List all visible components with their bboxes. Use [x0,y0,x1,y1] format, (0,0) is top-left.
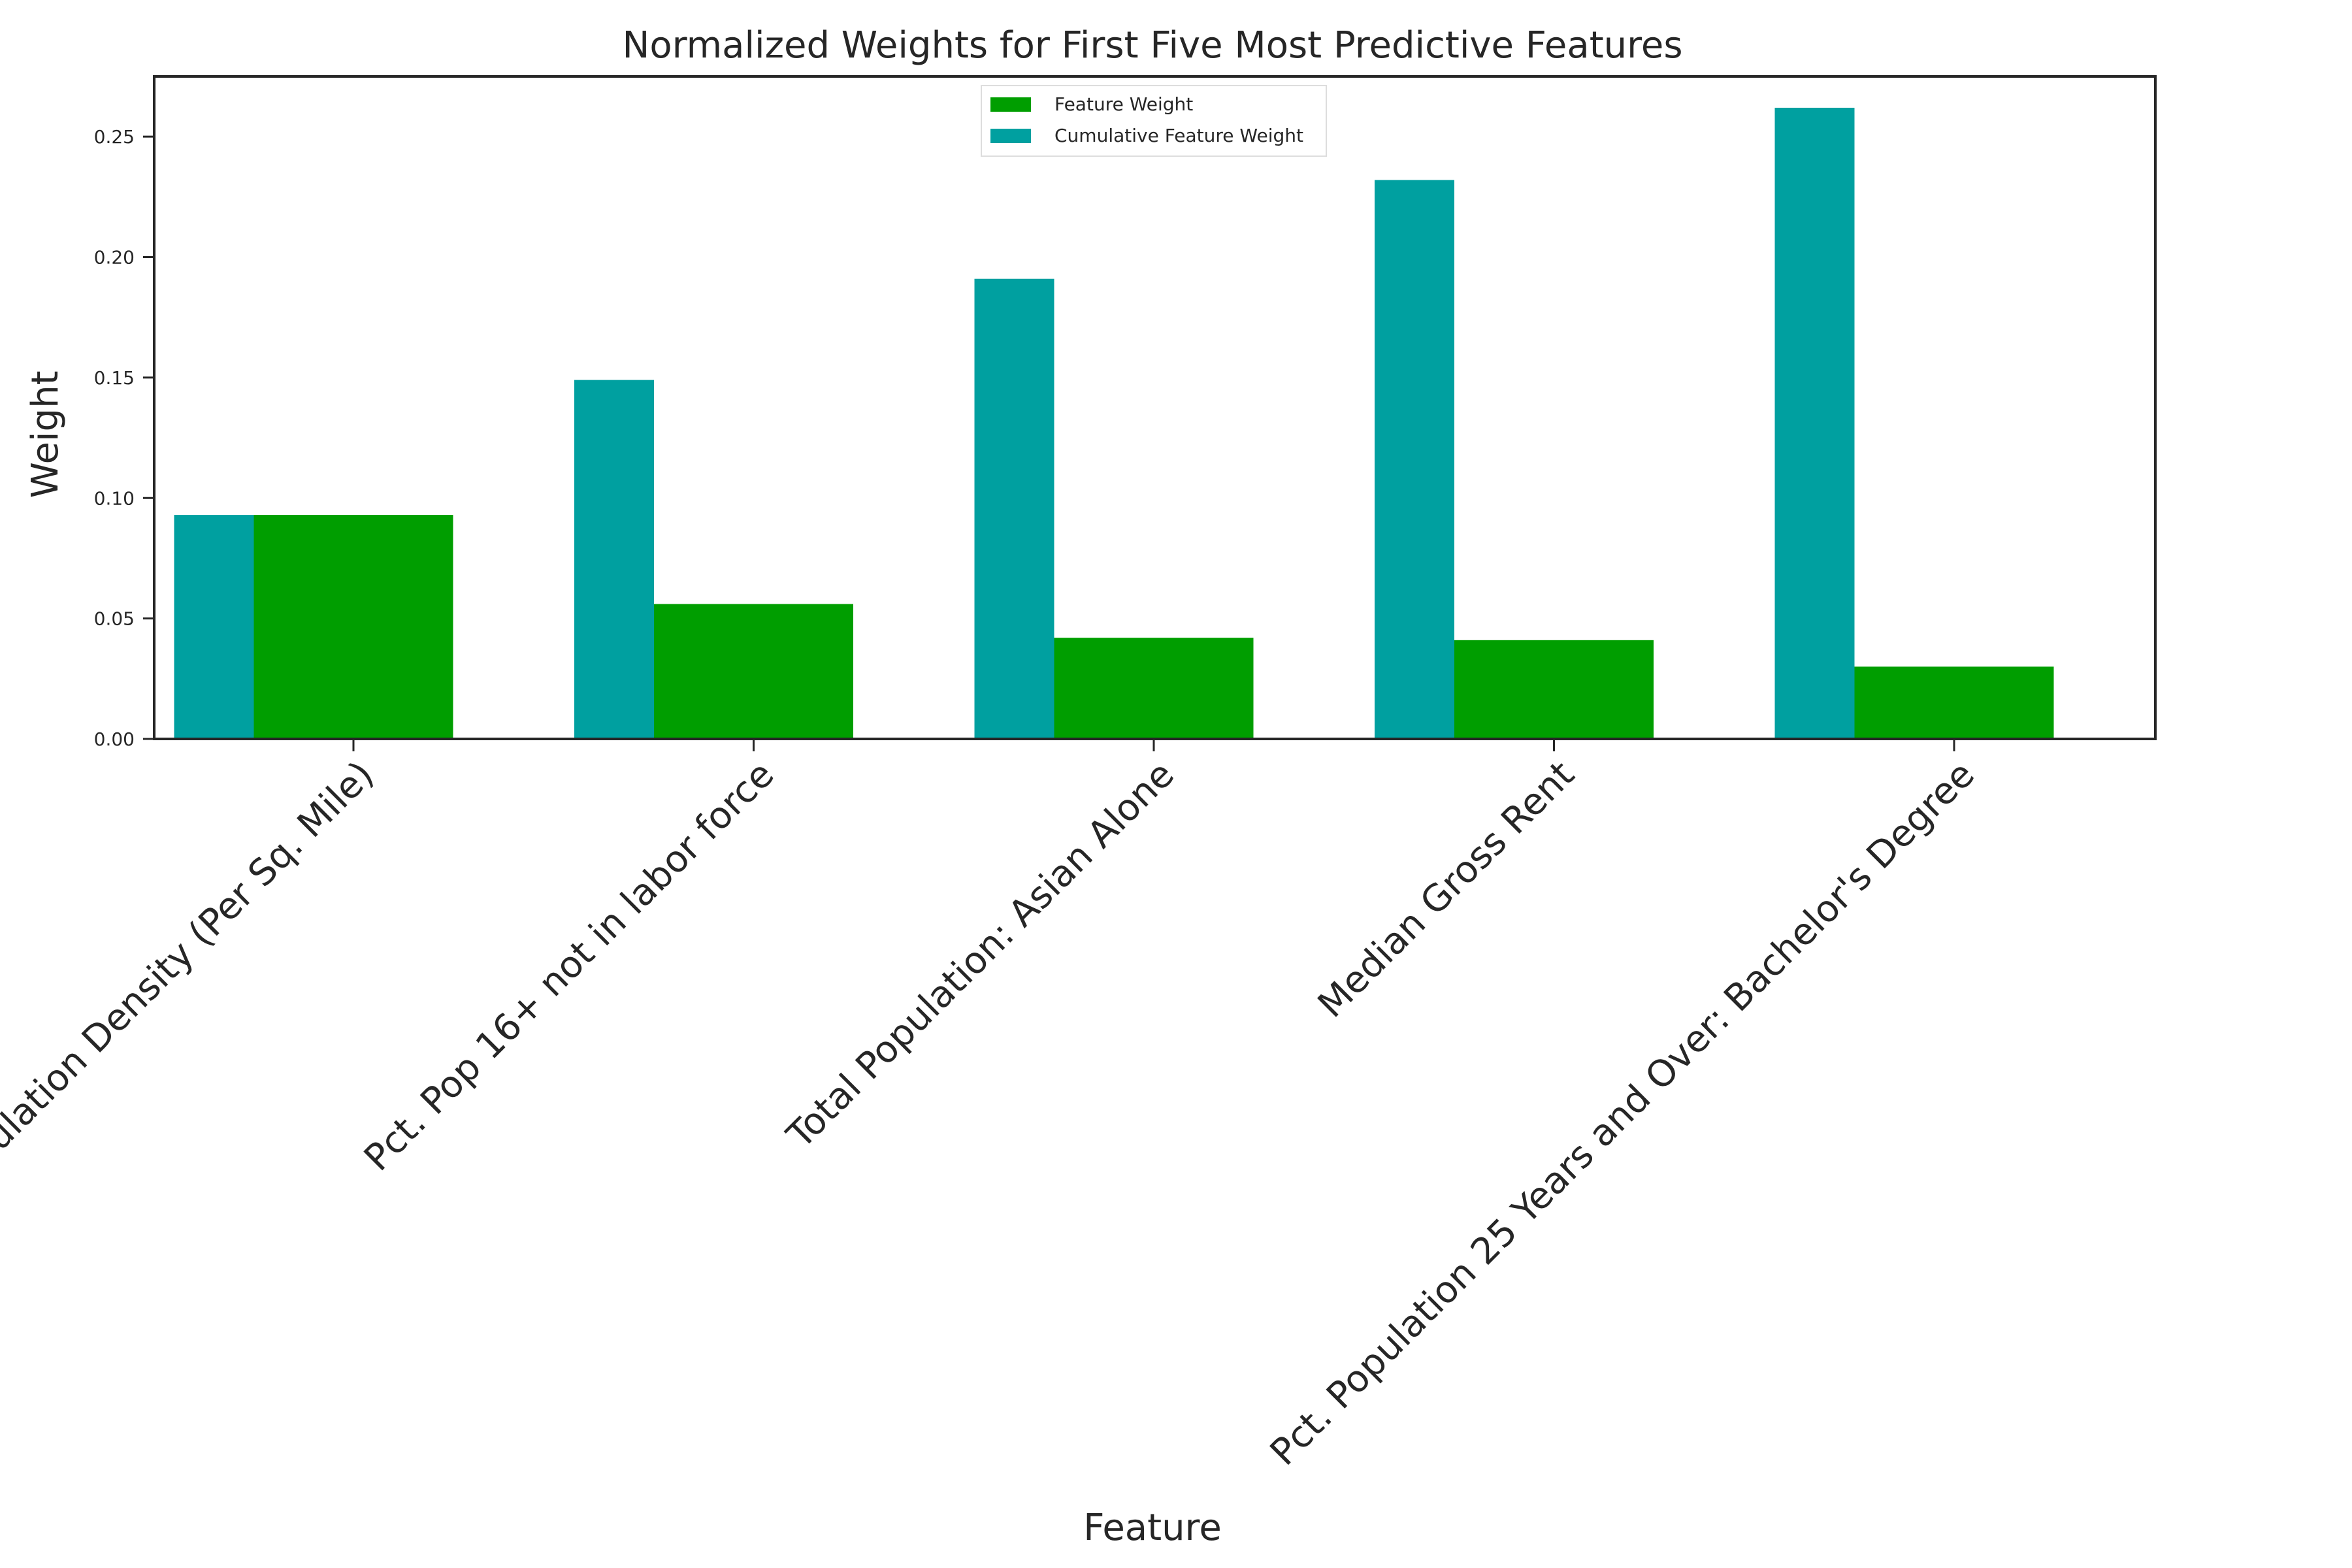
x-tick-label-5: Pct. Population 25 Years and Over: Bache… [1262,753,1983,1474]
legend-swatch-1 [990,97,1031,112]
y-axis-ticks: 0.00 0.05 0.10 0.15 0.20 0.25 [94,126,154,750]
bar-feature-weight-4 [1454,640,1654,739]
bar-feature-weight-3 [1054,638,1254,739]
bars-group [174,107,2054,739]
bar-cumulative-feature-weight-3 [974,278,1054,739]
bar-feature-weight-1 [253,515,453,739]
y-tick-label-5: 0.25 [94,126,135,148]
x-tick-label-4: Median Gross Rent [1310,753,1582,1026]
plot-frame [153,75,2157,740]
x-axis-label: Feature [1083,1507,1222,1549]
legend-swatch-2 [990,129,1031,143]
x-tick-label-3: Total Population: Asian Alone [779,753,1183,1157]
x-tick-label-1: Population Density (Per Sq. Mile) [0,753,382,1205]
chart-title: Normalized Weights for First Five Most P… [622,24,1682,67]
legend-label-2: Cumulative Feature Weight [1054,125,1303,146]
bar-cumulative-feature-weight-2 [574,380,654,739]
x-axis-ticks: Population Density (Per Sq. Mile)Pct. Po… [0,739,1983,1474]
y-tick-label-0: 0.00 [94,728,135,750]
bar-cumulative-feature-weight-5 [1774,107,1855,739]
y-tick-label-1: 0.05 [94,608,135,630]
y-tick-label-2: 0.10 [94,487,135,509]
legend: Feature Weight Cumulative Feature Weight [981,85,1327,157]
y-axis-label: Weight [24,370,67,498]
y-tick-label-4: 0.20 [94,247,135,269]
legend-box [981,85,1327,157]
x-tick-label-2: Pct. Pop 16+ not in labor force [356,753,782,1179]
bar-cumulative-feature-weight-1 [174,515,254,739]
bar-feature-weight-2 [654,604,853,739]
y-tick-label-3: 0.15 [94,367,135,389]
bar-cumulative-feature-weight-4 [1375,180,1454,739]
bar-feature-weight-5 [1854,666,2054,739]
legend-label-1: Feature Weight [1054,93,1193,115]
